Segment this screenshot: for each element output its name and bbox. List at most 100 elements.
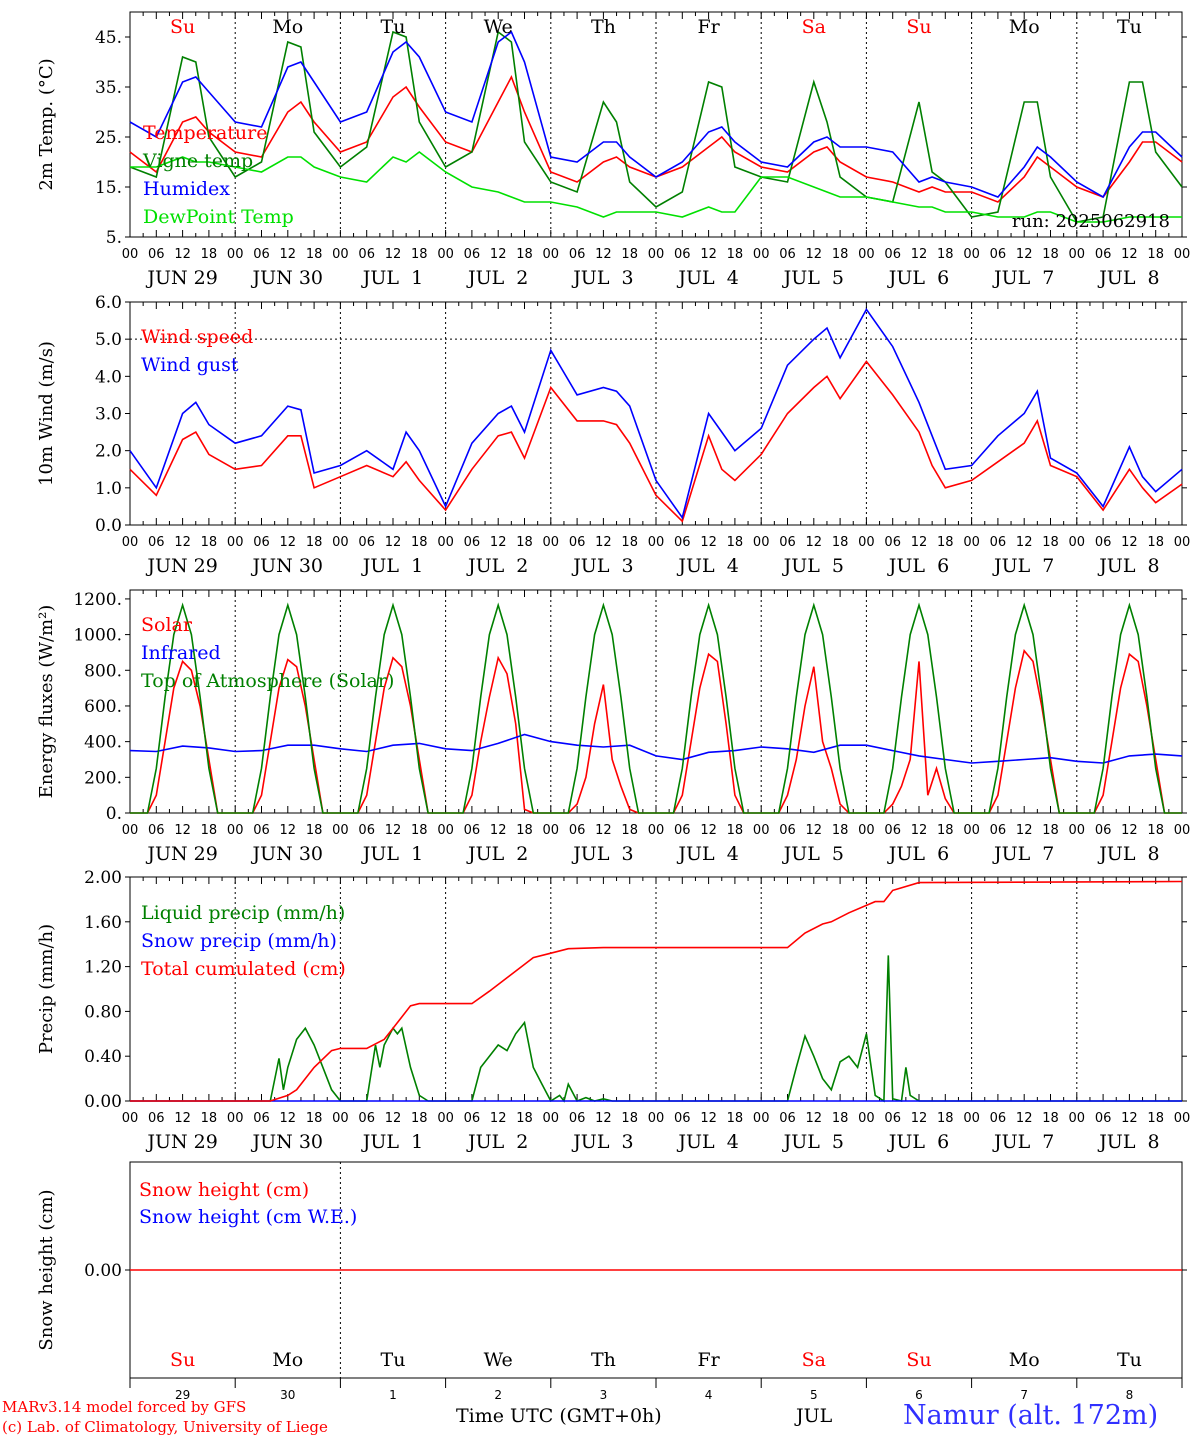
hour-label: 00 [1174,535,1191,550]
hour-label: 12 [595,1111,612,1126]
y-tick-label: 0.40 [84,1047,122,1067]
date-label: JUL 5 [782,267,844,289]
hour-label: 12 [806,247,823,262]
series-line-vigne-temp [129,30,1183,223]
hour-label: 12 [806,535,823,550]
legend-label: DewPoint Temp [143,206,294,228]
hour-label: 00 [122,823,139,838]
hour-label: 18 [832,247,849,262]
hour-label: 12 [806,823,823,838]
hour-label: 12 [911,247,928,262]
hour-label: 18 [1147,1111,1164,1126]
hour-label: 06 [884,247,901,262]
series-line-wind-gust [129,307,1183,520]
hour-label: 06 [884,535,901,550]
y-tick-label: 25. [95,128,122,148]
date-label: JUL 2 [466,1131,528,1153]
hour-label: 00 [543,247,560,262]
hour-label: 00 [858,535,875,550]
hour-label: 18 [201,535,218,550]
y-tick-label: 5. [106,228,122,248]
hour-label: 18 [1147,535,1164,550]
hour-label: 06 [674,247,691,262]
day-name-bottom: Mo [1009,1349,1040,1371]
day-number: 30 [280,1388,295,1402]
y-tick-label: 1.0 [95,479,122,499]
date-label: JUL 5 [782,1131,844,1153]
y-axis-label: Precip (mm/h) [36,924,57,1054]
hour-label: 12 [911,1111,928,1126]
hour-label: 18 [516,823,533,838]
day-number: 1 [389,1388,397,1402]
day-name-bottom: Fr [697,1349,720,1371]
hour-label: 18 [411,535,428,550]
day-name-bottom: Tu [1117,1349,1142,1371]
date-label: JUL 4 [676,267,738,289]
hour-label: 18 [1042,247,1059,262]
hour-label: 12 [1121,535,1138,550]
hour-label: 06 [674,823,691,838]
hour-label: 18 [727,823,744,838]
legend-label: Vigne temp [142,150,253,172]
hour-label: 00 [963,535,980,550]
hour-label: 00 [543,1111,560,1126]
hour-label: 00 [753,247,770,262]
hour-label: 12 [490,823,507,838]
date-label: JUL 2 [466,843,528,865]
date-label: JUN 29 [145,1131,217,1153]
hour-label: 18 [1147,823,1164,838]
day-name-bottom: Su [170,1349,195,1371]
date-label: JUL 8 [1097,267,1159,289]
date-label: JUL 7 [992,555,1054,577]
hour-label: 12 [385,823,402,838]
hour-label: 00 [1069,535,1086,550]
hour-label: 06 [1095,535,1112,550]
date-label: JUL 8 [1097,555,1159,577]
y-axis-label: Snow height (cm) [36,1189,57,1350]
hour-label: 06 [148,823,165,838]
date-label: JUL 8 [1097,843,1159,865]
series-line-infrared [129,733,1183,764]
series-line-total-cumulated-cm- [130,880,1183,1102]
day-number: 4 [705,1388,713,1402]
hour-label: 06 [569,1111,586,1126]
hour-label: 18 [306,1111,323,1126]
day-name-bottom: Tu [381,1349,406,1371]
legend-label: Top of Atmosphere (Solar) [141,670,394,692]
hour-label: 06 [1095,247,1112,262]
hour-label: 06 [569,823,586,838]
legend-label: Liquid precip (mm/h) [141,902,345,924]
hour-label: 12 [385,1111,402,1126]
y-axis-label: Energy fluxes (W/m²) [36,605,57,799]
hour-label: 18 [201,1111,218,1126]
hour-label: 06 [464,535,481,550]
legend-label: Infrared [141,642,221,664]
y-tick-label: 1000. [73,626,122,646]
hour-label: 00 [1069,1111,1086,1126]
hour-label: 12 [700,823,717,838]
hour-label: 18 [621,823,638,838]
hour-label: 06 [148,1111,165,1126]
hour-label: 00 [753,535,770,550]
hour-label: 12 [174,247,191,262]
hour-label: 18 [1042,823,1059,838]
day-name-top: Mo [1009,16,1040,38]
hour-label: 18 [727,247,744,262]
hour-label: 18 [727,1111,744,1126]
hour-label: 00 [648,535,665,550]
date-label: JUL 7 [992,267,1054,289]
hour-label: 00 [227,535,244,550]
hour-label: 18 [937,535,954,550]
hour-label: 18 [411,823,428,838]
hour-label: 06 [569,247,586,262]
hour-label: 12 [595,823,612,838]
y-tick-label: 6.0 [95,293,122,313]
day-name-bottom: Su [906,1349,931,1371]
date-label: JUN 30 [251,555,323,577]
hour-label: 12 [174,823,191,838]
y-tick-label: 3.0 [95,405,122,425]
hour-label: 00 [543,535,560,550]
hour-label: 06 [990,535,1007,550]
y-tick-label: 4.0 [95,367,122,387]
